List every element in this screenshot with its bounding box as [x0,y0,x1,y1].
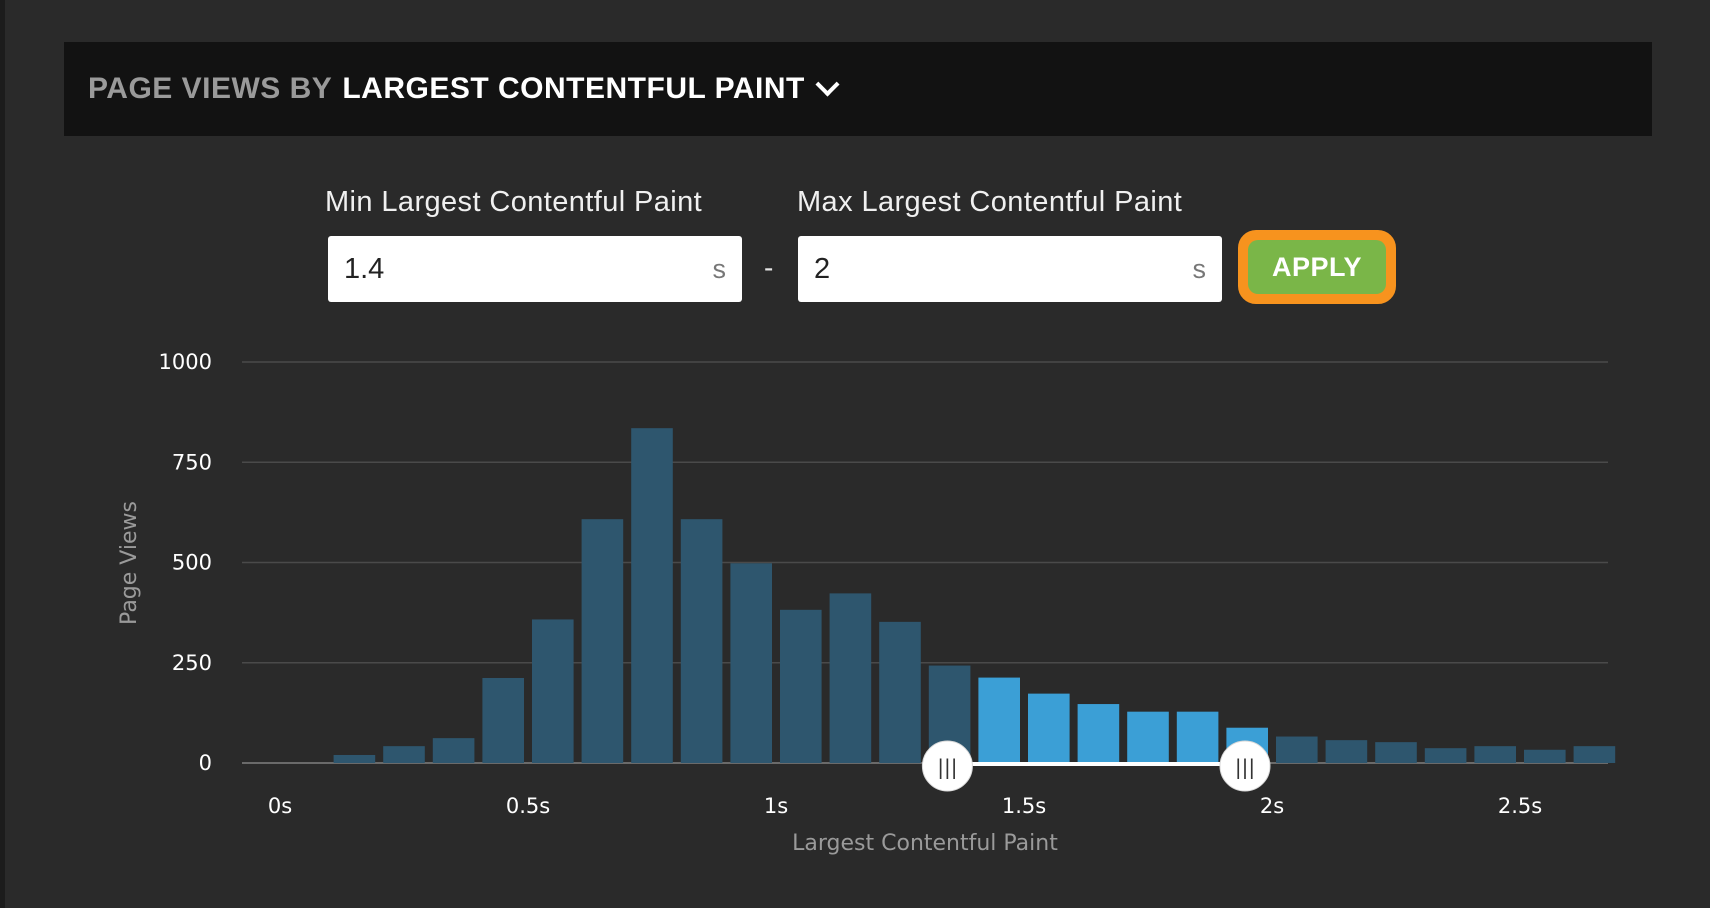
metric-label: LARGEST CONTENTFUL PAINT [342,72,805,105]
min-unit-label: s [712,253,727,284]
x-tick-label: 1s [764,794,788,818]
histogram-bar [680,519,723,763]
range-max-handle[interactable] [1219,740,1271,792]
histogram-bar [1573,746,1616,763]
histogram-bar [581,519,624,763]
max-lcp-input[interactable]: 2 s [798,236,1222,302]
min-lcp-value: 1.4 [344,252,385,285]
drag-grip-icon: ||| [937,755,957,779]
apply-button-label: APPLY [1248,240,1386,294]
histogram-bar [730,563,772,763]
panel-title: PAGE VIEWS BY LARGEST CONTENTFUL PAINT [88,71,840,106]
min-field-label: Min Largest Contentful Paint [325,186,703,218]
y-tick-label: 0 [199,751,212,775]
histogram-bar [780,609,822,763]
y-axis-title: Page Views [117,501,142,625]
min-lcp-input[interactable]: 1.4 s [328,236,742,302]
x-tick-label: 0.5s [506,794,550,818]
histogram-bar [1077,704,1120,763]
drag-grip-icon: ||| [1235,755,1255,779]
y-tick-label: 250 [172,651,212,675]
histogram-bar [879,621,921,763]
histogram-bar [1424,748,1467,763]
x-axis-title: Largest Contentful Paint [792,831,1058,856]
max-lcp-value: 2 [814,252,831,285]
x-tick-label: 1.5s [1002,794,1046,818]
histogram-bar [1375,742,1417,763]
left-edge [0,0,5,908]
histogram-bar [1325,740,1368,763]
range-min-handle[interactable] [921,740,973,792]
apply-button[interactable]: APPLY [1238,230,1396,304]
max-field-label: Max Largest Contentful Paint [797,186,1183,218]
histogram-bar [1276,736,1318,763]
metric-dropdown[interactable]: LARGEST CONTENTFUL PAINT [342,71,840,106]
histogram-bar [383,746,425,763]
panel-header: PAGE VIEWS BY LARGEST CONTENTFUL PAINT [64,42,1652,136]
max-unit-label: s [1192,253,1207,284]
histogram-bar [1127,711,1169,763]
histogram-bar [829,593,872,763]
histogram-bar [333,754,376,763]
y-tick-label: 1000 [159,350,212,374]
histogram-bar [1474,746,1516,763]
y-tick-label: 750 [172,450,212,474]
histogram-bar [532,619,574,763]
histogram-bar [1028,693,1070,763]
histogram-bar [1176,711,1219,763]
range-separator: - [764,252,774,283]
histogram-bar [1524,749,1566,763]
title-prefix: PAGE VIEWS BY [88,72,333,105]
histogram-bar [482,677,524,763]
x-tick-label: 2.5s [1498,794,1542,818]
y-tick-label: 500 [172,551,212,575]
histogram-bar [631,428,673,763]
x-tick-label: 0s [268,794,292,818]
x-tick-label: 2s [1260,794,1284,818]
histogram-bar [978,677,1020,763]
histogram-bar [432,738,475,763]
